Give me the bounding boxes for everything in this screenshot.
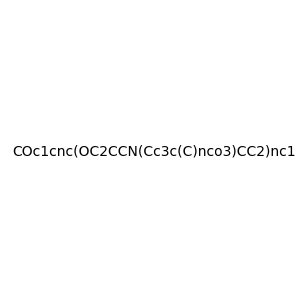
Text: COc1cnc(OC2CCN(Cc3c(C)nco3)CC2)nc1: COc1cnc(OC2CCN(Cc3c(C)nco3)CC2)nc1 xyxy=(12,145,296,158)
